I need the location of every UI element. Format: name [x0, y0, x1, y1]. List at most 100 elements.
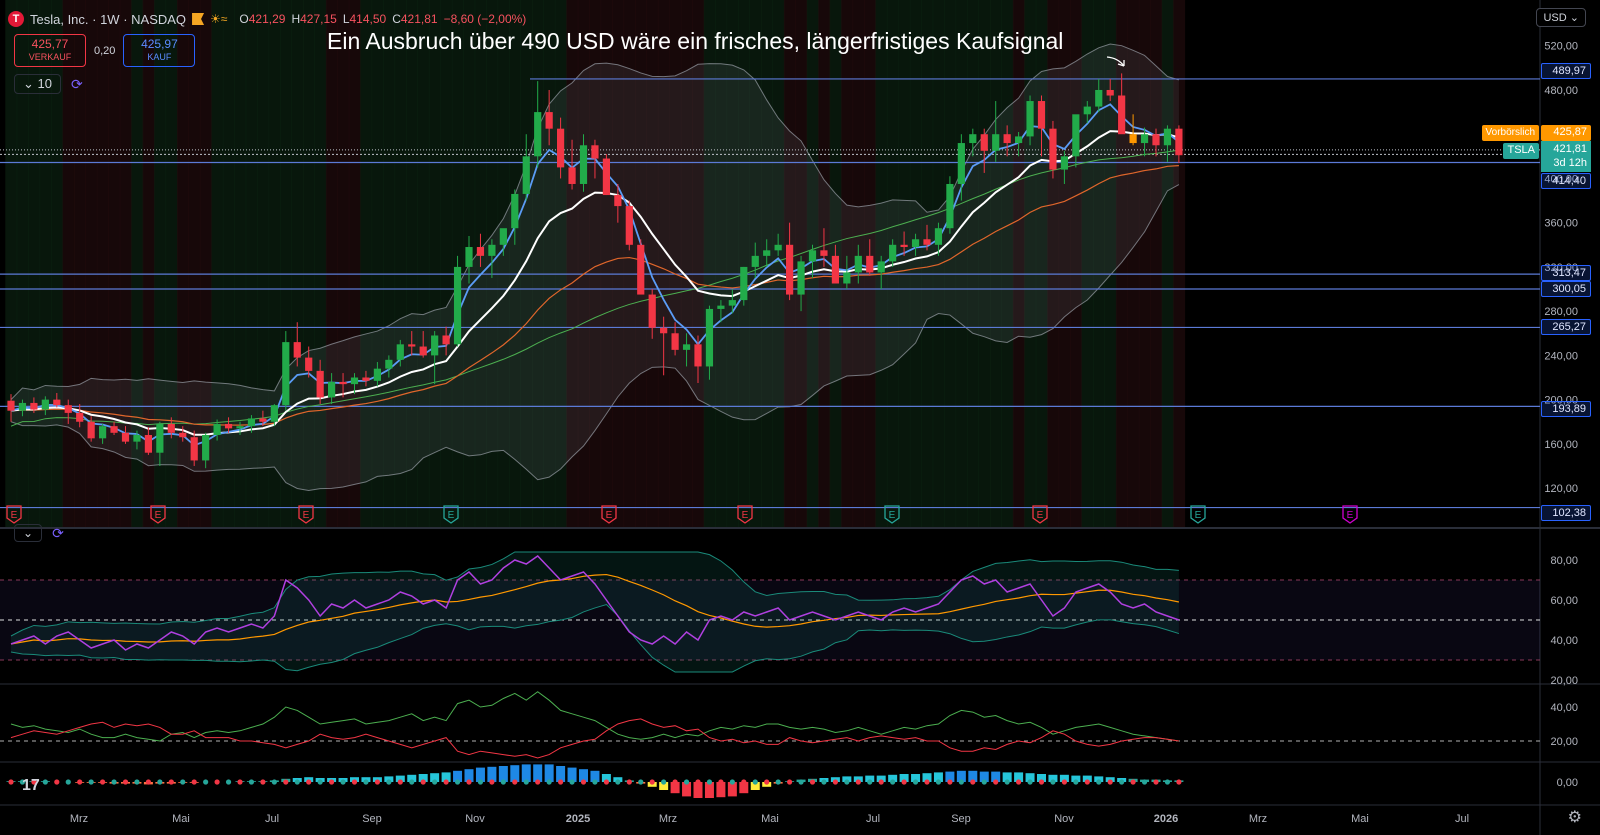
trend-shade	[566, 0, 579, 528]
candle-body	[682, 344, 691, 350]
candle-body	[820, 250, 828, 256]
pane-collapse-button[interactable]: ⌄	[14, 524, 43, 542]
candle-body	[1095, 89, 1103, 107]
support-resistance-lines[interactable]	[0, 56, 1540, 509]
earnings-marker-icon[interactable]: E	[1190, 505, 1206, 524]
tradingview-logo-icon: 17	[22, 777, 40, 794]
momentum-pane[interactable]: 0,00 17	[6, 764, 1579, 798]
momentum-dot	[1027, 779, 1033, 785]
buy-button[interactable]: 425,97 KAUF	[123, 34, 196, 67]
candle	[476, 233, 485, 267]
earnings-marker-icon[interactable]: E	[884, 505, 900, 524]
earnings-marker-icon[interactable]: E	[298, 505, 314, 524]
time-tick: Mrz	[659, 813, 677, 825]
time-tick: 2025	[566, 813, 590, 825]
candle-body	[763, 250, 771, 256]
candle	[76, 404, 84, 428]
candle-body	[213, 423, 221, 436]
flag-icon[interactable]	[192, 13, 205, 25]
rsi-tick: 60,00	[1550, 595, 1578, 607]
chevron-down-icon: ⌄	[23, 526, 34, 540]
earnings-shape	[1032, 505, 1048, 524]
currency-selector[interactable]: USD ⌄	[1536, 8, 1586, 27]
momentum-dot	[397, 779, 403, 785]
sun-cloud-icon[interactable]: ☀≈	[210, 12, 228, 26]
chart-annotation[interactable]: Ein Ausbruch über 490 USD wäre ein frisc…	[327, 28, 1064, 54]
sell-button[interactable]: 425,77 VERKAUF	[14, 34, 86, 67]
sync-icon[interactable]: ⟳	[52, 524, 64, 541]
candle	[1037, 95, 1046, 157]
momentum-dot	[1096, 779, 1102, 785]
momentum-dot	[489, 779, 495, 785]
earnings-marker-icon[interactable]: E	[150, 505, 166, 524]
candle-body	[1003, 134, 1011, 144]
candle	[64, 399, 72, 424]
earnings-marker-icon[interactable]: E	[737, 505, 753, 524]
momentum-bar	[750, 782, 760, 790]
trend-shade	[978, 0, 991, 528]
candle	[1015, 132, 1023, 157]
candle-body	[1015, 136, 1023, 144]
gear-icon[interactable]: ⚙	[1567, 809, 1582, 826]
candle-body	[282, 342, 290, 406]
candle-body	[99, 426, 107, 439]
dmi-plus-line	[10, 691, 1179, 742]
earnings-marker-icon[interactable]: E	[1032, 505, 1048, 524]
candle	[442, 326, 450, 356]
momentum-bar	[888, 774, 898, 782]
momentum-dot	[615, 779, 621, 785]
momentum-dot	[512, 779, 518, 785]
dmi-pane[interactable]: 40,00 20,00	[0, 691, 1578, 759]
candle-body	[522, 156, 530, 194]
momentum-dot	[661, 779, 667, 785]
candle	[236, 421, 244, 436]
time-tick: Nov	[465, 813, 485, 825]
candle-body	[18, 402, 27, 411]
trend-shade	[657, 0, 670, 528]
momentum-bar	[498, 766, 508, 782]
candle-body	[350, 377, 359, 385]
candlesticks[interactable]	[7, 73, 1183, 469]
candle-body	[545, 112, 553, 129]
candle-body	[190, 437, 198, 461]
trend-shade	[211, 0, 224, 528]
ema-50-line	[10, 164, 1179, 426]
rsi-line	[10, 555, 1180, 651]
candle-body	[579, 145, 588, 184]
trend-shade	[898, 0, 911, 528]
time-axis[interactable]: Mrz Mai Jul Sep Nov 2025 Mrz Mai Jul Sep Nov 2026 Mr…	[70, 813, 1469, 825]
price-label-193: 193,89	[1541, 401, 1591, 417]
earnings-marker-icon[interactable]: E	[6, 505, 22, 524]
momentum-bar	[1059, 774, 1069, 782]
momentum-dot	[855, 779, 861, 785]
trend-shade	[1058, 0, 1071, 528]
trend-shade	[440, 0, 453, 528]
momentum-bar	[682, 782, 692, 797]
buy-label: KAUF	[147, 52, 172, 62]
candle-body	[1106, 89, 1114, 96]
indicators-toggle-button[interactable]: ⌄ 10	[14, 74, 61, 94]
candle-body	[614, 195, 622, 207]
earnings-marker-icon[interactable]: E	[601, 505, 617, 524]
momentum-dot	[729, 779, 735, 785]
sync-icon[interactable]: ⟳	[70, 75, 83, 92]
candle	[1106, 78, 1114, 102]
symbol-title[interactable]: Tesla, Inc. · 1W · NASDAQ	[30, 11, 187, 27]
candle	[648, 289, 656, 339]
earnings-letter: E	[606, 510, 613, 521]
momentum-dot	[890, 779, 896, 785]
momentum-bar	[567, 767, 577, 782]
ohlc-low: L414,50	[342, 12, 387, 26]
trend-shade	[257, 0, 270, 528]
candle-body	[121, 432, 130, 442]
candle	[53, 392, 61, 408]
buy-price: 425,97	[141, 37, 178, 51]
earnings-marker-icon[interactable]: E	[443, 505, 459, 524]
candle-body	[7, 400, 15, 411]
momentum-dot	[8, 779, 14, 785]
momentum-bar	[579, 769, 588, 782]
rsi-pane[interactable]: 80,00 60,00 40,00 20,00	[0, 551, 1578, 687]
momentum-dot	[168, 779, 174, 785]
